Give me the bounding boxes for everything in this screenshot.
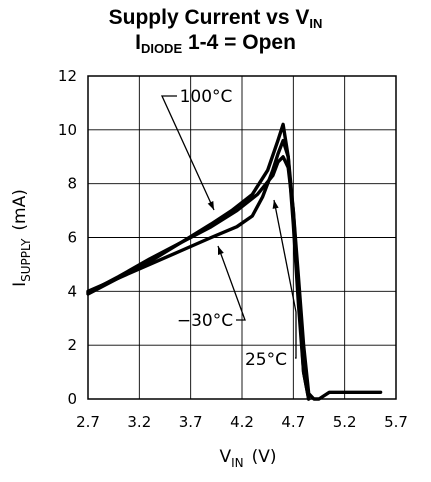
- x-tick-label: 3.7: [179, 413, 203, 431]
- x-axis-label: VIN (V): [219, 447, 276, 470]
- x-tick-label: 5.2: [333, 413, 357, 431]
- y-axis-ticks: 0 2 4 6 8 10 12: [58, 67, 77, 408]
- callout-line: [273, 199, 297, 359]
- callout-arrowhead: [272, 200, 279, 209]
- series-label-25c: 25°C: [245, 350, 287, 370]
- x-tick-label: 4.7: [281, 413, 305, 431]
- y-tick-label: 4: [67, 282, 77, 300]
- y-tick-label: 10: [58, 121, 77, 139]
- plot-frame: [87, 75, 397, 400]
- chart-title: Supply Current vs VIN: [108, 6, 323, 31]
- series-label-30c: −30°C: [177, 311, 233, 331]
- x-tick-label: 5.7: [384, 413, 408, 431]
- series-layer: [86, 122, 383, 401]
- chart-subtitle: IDIODE 1-4 = Open: [135, 31, 296, 56]
- callout-arrowhead: [207, 201, 214, 210]
- series-label-100c: 100°C: [180, 87, 233, 107]
- x-tick-label: 4.2: [230, 413, 254, 431]
- y-tick-label: 12: [58, 67, 77, 85]
- y-tick-label: 0: [67, 390, 77, 408]
- y-tick-label: 6: [67, 229, 77, 247]
- x-tick-label: 2.7: [76, 413, 100, 431]
- callout-line: [160, 95, 215, 211]
- series-line-25c: [86, 155, 383, 401]
- x-axis-ticks: 2.7 3.2 3.7 4.2 4.7 5.2 5.7: [76, 413, 408, 431]
- y-axis-label: ISUPPLY(mA): [10, 189, 33, 287]
- y-tick-label: 8: [67, 175, 77, 193]
- callout-line: [217, 245, 246, 321]
- x-tick-label: 3.2: [127, 413, 151, 431]
- y-tick-label: 2: [67, 336, 77, 354]
- annotation-layer: 100°C −30°C 25°C: [160, 87, 297, 370]
- callout-arrowhead: [217, 246, 224, 255]
- grid-lines: [87, 75, 397, 400]
